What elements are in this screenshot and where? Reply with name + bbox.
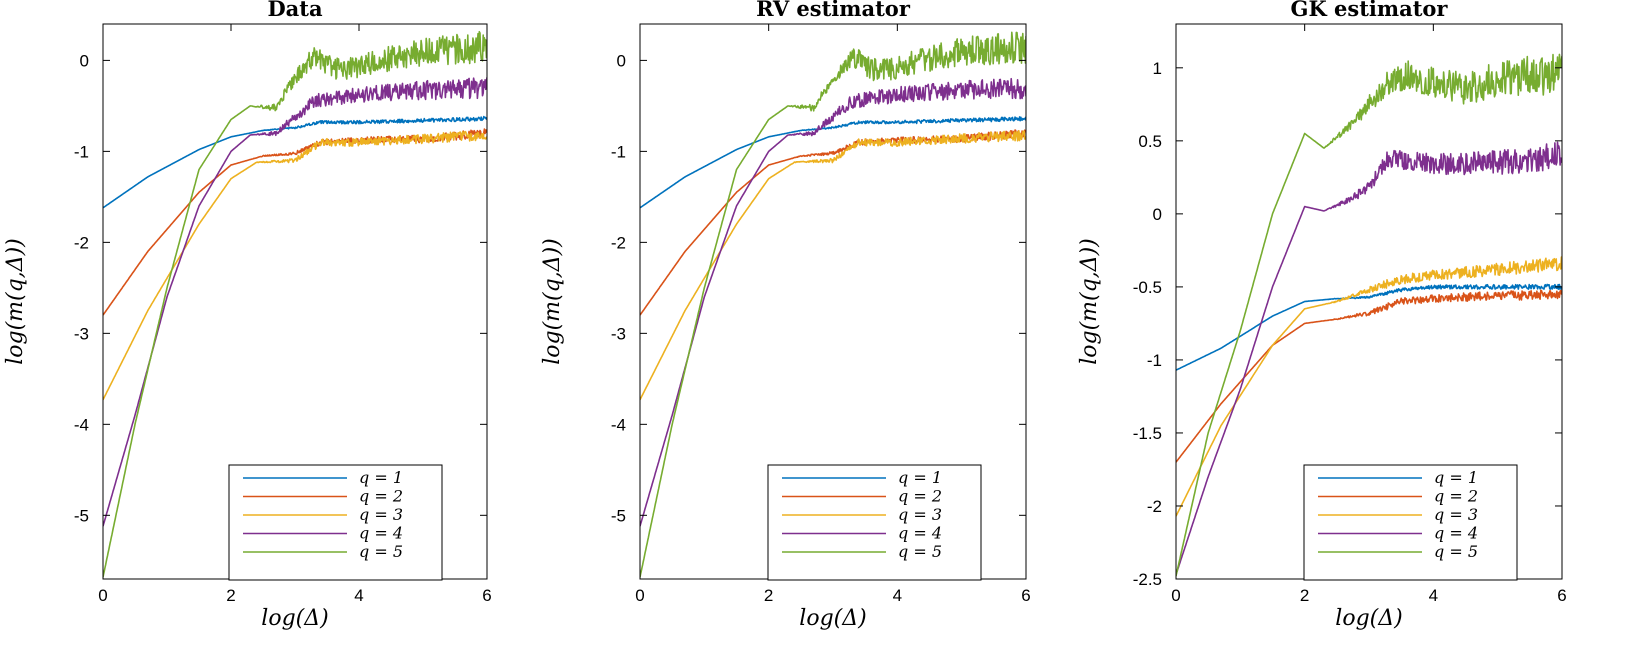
x-tick-label: 2 (764, 586, 773, 605)
legend-label-q2: q = 2 (1434, 487, 1478, 506)
y-tick-label: -2 (611, 233, 626, 252)
y-tick-label: -1 (74, 142, 89, 161)
legend-box (767, 464, 982, 581)
legend-label-q1: q = 1 (359, 468, 403, 487)
legend-label-q5: q = 5 (359, 542, 403, 561)
y-tick-label: -1.5 (1133, 424, 1162, 443)
legend-label-q4: q = 4 (1434, 524, 1478, 543)
legend-label-q2: q = 2 (359, 487, 403, 506)
legend-label-q1: q = 1 (1434, 468, 1478, 487)
y-tick-label: -3 (74, 324, 89, 343)
series-line-q5 (1176, 53, 1562, 577)
chart-title: Data (267, 0, 323, 21)
chart-panel-3: 0 2 4 6 -2.5 -2 -1.5 -1 -0.5 0 0.5 1 GK estimator log… (1077, 0, 1567, 631)
series-line-q4 (103, 77, 487, 527)
series-line-q4 (640, 77, 1026, 527)
series-line-q5 (640, 31, 1026, 578)
y-tick-label: -4 (74, 415, 89, 434)
y-tick-label: -1 (1147, 351, 1162, 370)
y-tick-label: -5 (74, 506, 89, 525)
y-tick-label: -2 (74, 233, 89, 252)
legend-label-q1: q = 1 (898, 468, 942, 487)
x-tick-label: 4 (1429, 586, 1438, 605)
legend-label-q5: q = 5 (898, 542, 942, 561)
legend-box (1303, 464, 1518, 581)
series-line-q5 (103, 30, 487, 578)
legend-label-q4: q = 4 (898, 524, 942, 543)
x-tick-label: 6 (1021, 586, 1030, 605)
legend-label-q2: q = 2 (898, 487, 942, 506)
legend-box (228, 464, 443, 581)
y-axis-label: log(m(q,Δ)) (1077, 238, 1102, 365)
legend-label-q3: q = 3 (1434, 505, 1478, 524)
series-line-q1 (1176, 283, 1562, 371)
y-tick-label: 1 (1153, 59, 1162, 78)
x-tick-label: 6 (1557, 586, 1566, 605)
y-tick-label: -1 (611, 142, 626, 161)
y-tick-label: 0 (617, 51, 626, 70)
x-tick-label: 2 (1300, 586, 1309, 605)
chart-title: GK estimator (1291, 0, 1449, 21)
series-line-q2 (1176, 289, 1562, 463)
y-axis-label: log(m(q,Δ)) (3, 238, 28, 365)
series-line-q3 (1176, 256, 1562, 517)
x-tick-label: 6 (482, 586, 491, 605)
y-tick-label: -2.5 (1133, 570, 1162, 589)
chart-title: RV estimator (756, 0, 911, 21)
legend-label-q3: q = 3 (359, 505, 403, 524)
y-tick-label: -4 (611, 415, 626, 434)
series-line-q3 (640, 130, 1026, 401)
series-line-q1 (640, 116, 1026, 209)
x-axis-label: log(Δ) (261, 606, 328, 631)
y-axis-label: log(m(q,Δ)) (540, 238, 565, 365)
y-tick-label: -5 (611, 506, 626, 525)
series-line-q2 (103, 128, 487, 316)
legend-label-q4: q = 4 (359, 524, 403, 543)
chart-panel-2: 0 2 4 6 -5 -4 -3 -2 -1 0 RV estimator log(Δ) log(m(q… (540, 0, 1031, 631)
y-tick-label: 0.5 (1138, 132, 1162, 151)
y-tick-label: 0 (1153, 205, 1162, 224)
y-tick-label: 0 (80, 51, 89, 70)
series-line-q1 (103, 115, 487, 209)
x-tick-label: 0 (635, 586, 644, 605)
series-line-q4 (1176, 141, 1562, 575)
x-tick-label: 4 (893, 586, 902, 605)
y-tick-label: -2 (1147, 497, 1162, 516)
x-tick-label: 0 (98, 586, 107, 605)
y-tick-label: -0.5 (1133, 278, 1162, 297)
y-tick-label: -3 (611, 324, 626, 343)
x-axis-label: log(Δ) (1335, 606, 1402, 631)
x-tick-label: 0 (1171, 586, 1180, 605)
legend-label-q3: q = 3 (898, 505, 942, 524)
chart-panel-1: 0 2 4 6 -5 -4 -3 -2 -1 0 Data log(Δ) log(m(q,Δ)) q = … (3, 0, 492, 631)
legend-label-q5: q = 5 (1434, 542, 1478, 561)
x-tick-label: 2 (226, 586, 235, 605)
x-tick-label: 4 (354, 586, 363, 605)
series-line-q2 (640, 129, 1026, 316)
x-axis-label: log(Δ) (799, 606, 866, 631)
series-line-q3 (103, 130, 487, 401)
